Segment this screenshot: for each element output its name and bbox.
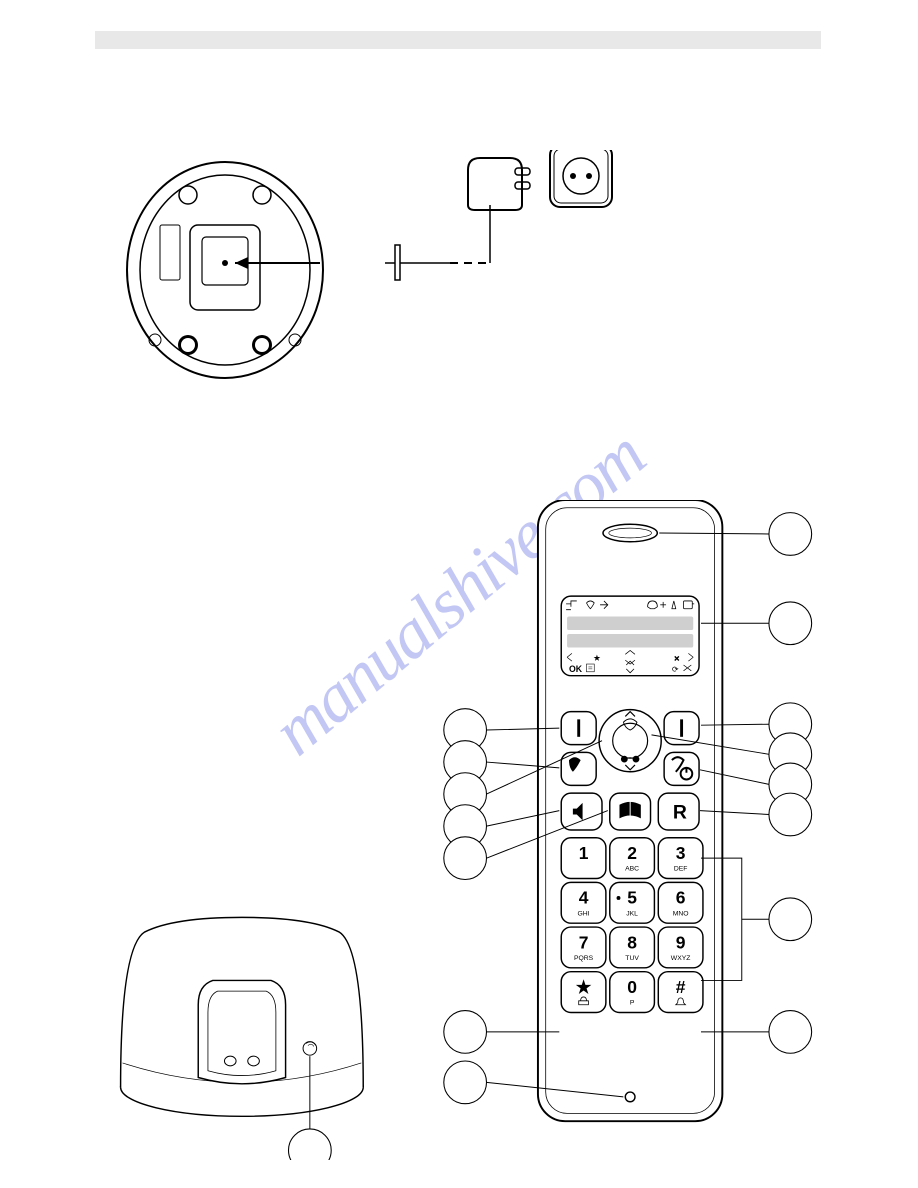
handset-and-base-diagram: ★ ✕ OK ⟳ xyxy=(110,500,830,1160)
handset: ★ ✕ OK ⟳ xyxy=(538,500,722,1121)
svg-text:6: 6 xyxy=(676,888,686,908)
svg-text:#: # xyxy=(676,977,686,997)
svg-text:0: 0 xyxy=(627,977,637,997)
display-ok-label: OK xyxy=(569,664,583,674)
base-station xyxy=(121,917,364,1160)
power-adapter xyxy=(468,158,530,210)
power-jack xyxy=(385,205,490,280)
svg-text:4: 4 xyxy=(579,888,589,908)
svg-text:DEF: DEF xyxy=(674,866,688,873)
svg-text:⟳: ⟳ xyxy=(672,665,679,674)
svg-text:WXYZ: WXYZ xyxy=(671,955,691,962)
svg-text:ABC: ABC xyxy=(625,866,639,873)
svg-text:5: 5 xyxy=(627,888,637,908)
svg-text:3: 3 xyxy=(676,843,686,863)
svg-text:★: ★ xyxy=(594,655,599,662)
svg-text:★: ★ xyxy=(576,977,592,997)
svg-text:JKL: JKL xyxy=(626,910,638,917)
header-grey-bar xyxy=(95,31,821,49)
svg-text:GHI: GHI xyxy=(578,910,590,917)
charger-setup-diagram xyxy=(120,150,640,410)
svg-text:P: P xyxy=(630,1000,635,1007)
svg-text:TUV: TUV xyxy=(625,955,639,962)
svg-text:MNO: MNO xyxy=(673,910,689,917)
svg-text:8: 8 xyxy=(627,932,637,952)
svg-text:PQRS: PQRS xyxy=(574,955,594,962)
wall-socket xyxy=(550,150,612,207)
svg-text:R: R xyxy=(673,801,687,823)
svg-text:1: 1 xyxy=(579,843,589,863)
svg-text:2: 2 xyxy=(627,843,637,863)
charger-base-bottom xyxy=(127,162,323,378)
svg-text:7: 7 xyxy=(579,932,589,952)
svg-text:9: 9 xyxy=(676,932,686,952)
svg-text:✕: ✕ xyxy=(674,656,680,663)
